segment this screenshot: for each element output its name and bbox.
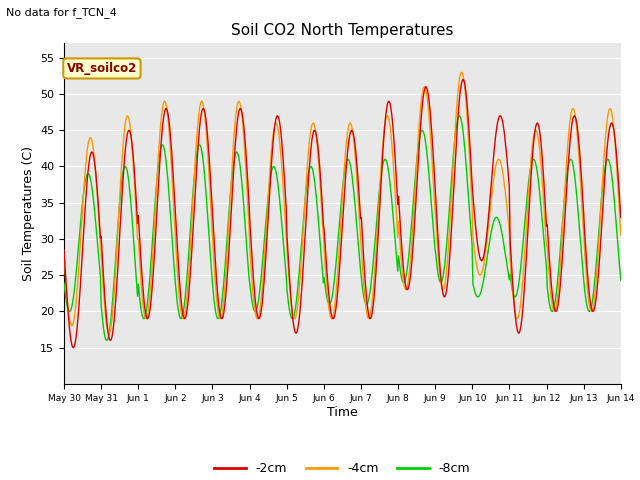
Title: Soil CO2 North Temperatures: Soil CO2 North Temperatures (231, 23, 454, 38)
X-axis label: Time: Time (327, 406, 358, 419)
Text: No data for f_TCN_4: No data for f_TCN_4 (6, 7, 117, 18)
Text: VR_soilco2: VR_soilco2 (67, 62, 137, 75)
Legend: -2cm, -4cm, -8cm: -2cm, -4cm, -8cm (209, 457, 476, 480)
Y-axis label: Soil Temperatures (C): Soil Temperatures (C) (22, 146, 35, 281)
